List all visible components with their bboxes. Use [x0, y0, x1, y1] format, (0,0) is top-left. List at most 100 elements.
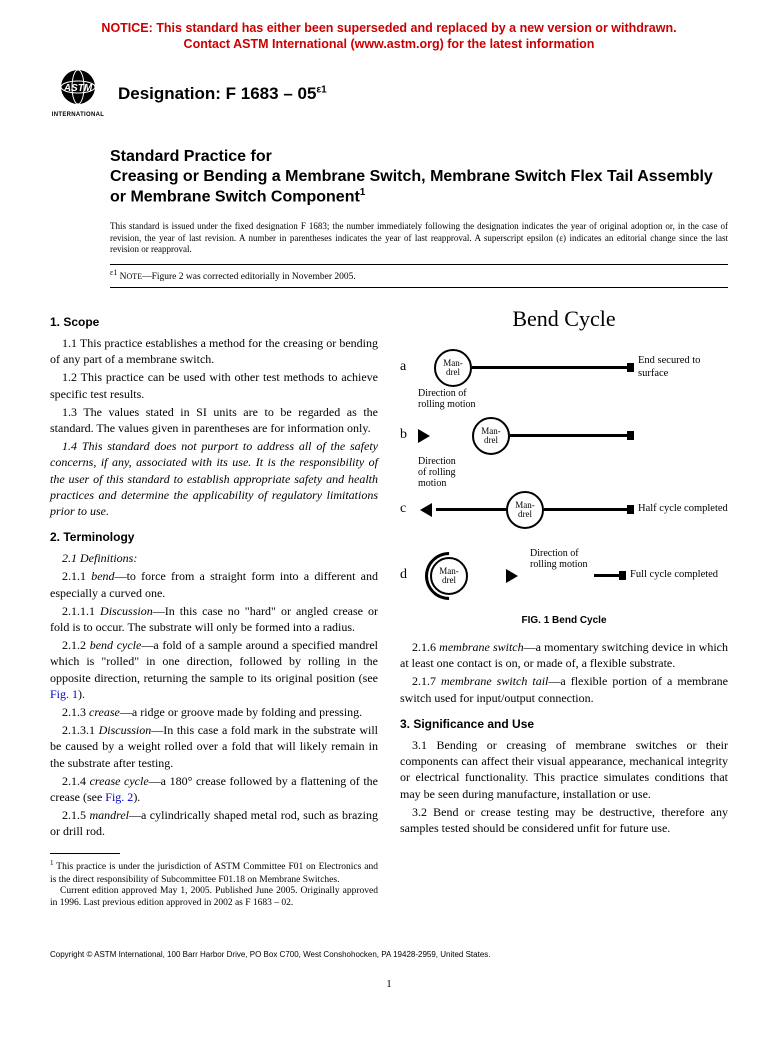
def-crease-disc: 2.1.3.1 Discussion—In this case a fold m…	[50, 722, 378, 771]
d11-num: 2.1.1.1	[62, 604, 100, 618]
designation-sup: ε1	[316, 84, 326, 95]
d3-term: crease	[89, 705, 120, 719]
diagram-row-a: a Man-drel End secured to surface	[400, 344, 728, 392]
terminology-head: 2. Terminology	[50, 529, 378, 545]
row-a-caption: End secured to surface	[638, 355, 728, 380]
figure-caption: FIG. 1 Bend Cycle	[400, 614, 728, 628]
def-bend-disc: 2.1.1.1 Discussion—In this case no "hard…	[50, 603, 378, 635]
arrow-left-icon	[418, 503, 432, 517]
def-creasecycle: 2.1.4 crease cycle—a 180° crease followe…	[50, 773, 378, 805]
issued-block: This standard is issued under the fixed …	[110, 221, 728, 256]
copyright-line: Copyright © ASTM International, 100 Barr…	[50, 950, 728, 961]
d4-figref[interactable]: Fig. 2	[105, 790, 133, 804]
row-c-dir-label: Directionof rollingmotion	[418, 456, 456, 489]
diagram-row-d: d Man-drel Direction ofrolling motion Fu…	[400, 552, 728, 600]
d31-num: 2.1.3.1	[62, 723, 99, 737]
title-line1: Standard Practice for	[110, 147, 728, 167]
editorial-note: ε1 NOTE—Figure 2 was corrected editorial…	[110, 264, 728, 288]
d3-text: —a ridge or groove made by folding and p…	[120, 705, 362, 719]
d11-term: Discussion	[100, 604, 153, 618]
footnote-2: Current edition approved May 1, 2005. Pu…	[50, 886, 378, 910]
notice-line1: NOTICE: This standard has either been su…	[101, 21, 676, 35]
mandrel-icon: Man-drel	[434, 349, 472, 387]
scope-p2: 1.2 This practice can be used with other…	[50, 369, 378, 401]
definitions-head: 2.1 Definitions:	[50, 550, 378, 566]
row-d-dir-label: Direction ofrolling motion	[530, 548, 588, 570]
def-bendcycle: 2.1.2 bend cycle—a fold of a sample arou…	[50, 637, 378, 702]
scope-head: 1. Scope	[50, 314, 378, 330]
strip-c-left	[436, 508, 506, 511]
strip-d	[594, 574, 624, 577]
d6-num: 2.1.6	[412, 640, 439, 654]
row-c-caption: Half cycle completed	[638, 503, 728, 516]
arrow-right-icon	[418, 429, 432, 443]
svg-text:ASTM: ASTM	[63, 83, 93, 94]
def-mandrel: 2.1.5 mandrel—a cylindrically shaped met…	[50, 807, 378, 839]
d2-text-b: ).	[78, 687, 85, 701]
d1-num: 2.1.1	[62, 569, 91, 583]
d4-text-b: ).	[133, 790, 140, 804]
right-column: Bend Cycle a Man-drel End secured to sur…	[400, 304, 728, 910]
d6-term: membrane switch	[439, 640, 523, 654]
def-membranetail: 2.1.7 membrane switch tail—a flexible po…	[400, 673, 728, 705]
d4-num: 2.1.4	[62, 774, 90, 788]
row-a-label: a	[400, 358, 416, 377]
scope-p3: 1.3 The values stated in SI units are to…	[50, 404, 378, 436]
d5-num: 2.1.5	[62, 808, 89, 822]
title-main: Creasing or Bending a Membrane Switch, M…	[110, 168, 713, 205]
row-c-label: c	[400, 500, 416, 519]
d7-term: membrane switch tail	[441, 674, 548, 688]
significance-head: 3. Significance and Use	[400, 716, 728, 732]
astm-logo: ASTM INTERNATIONAL	[50, 67, 106, 123]
d4-term: crease cycle	[90, 774, 149, 788]
def-crease: 2.1.3 crease—a ridge or groove made by f…	[50, 704, 378, 720]
row-d-caption: Full cycle completed	[630, 569, 720, 582]
title-sup: 1	[360, 187, 366, 198]
title-line2: Creasing or Bending a Membrane Switch, M…	[110, 167, 728, 207]
d2-term: bend cycle	[90, 638, 142, 652]
strip-b	[510, 434, 632, 437]
mandrel-icon: Man-drel	[472, 417, 510, 455]
sig-p2: 3.2 Bend or crease testing may be destru…	[400, 804, 728, 836]
diagram-row-b: Direction ofrolling motion b Man-drel	[400, 412, 728, 460]
mandrel-icon: Man-drel	[430, 557, 468, 595]
d3-num: 2.1.3	[62, 705, 89, 719]
sig-p1: 3.1 Bending or creasing of membrane swit…	[400, 737, 728, 802]
def-bend: 2.1.1 bend—to force from a straight form…	[50, 568, 378, 600]
footnote-text1: This practice is under the jurisdiction …	[50, 863, 378, 885]
editorial-label: NOTE	[120, 272, 142, 282]
two-column-body: 1. Scope 1.1 This practice establishes a…	[50, 304, 728, 910]
row-b-dir-label: Direction ofrolling motion	[418, 388, 476, 410]
footnote-text2: Current edition approved May 1, 2005. Pu…	[50, 886, 378, 908]
diagram-row-c: Directionof rollingmotion c Man-drel Hal…	[400, 486, 728, 534]
editorial-text: —Figure 2 was corrected editorially in N…	[142, 272, 356, 282]
strip-c	[544, 508, 632, 511]
scope-p1: 1.1 This practice establishes a method f…	[50, 335, 378, 367]
bend-cycle-diagram: a Man-drel End secured to surface Direct…	[400, 344, 728, 600]
scope-p4: 1.4 This standard does not purport to ad…	[50, 438, 378, 519]
d2-figref[interactable]: Fig. 1	[50, 687, 78, 701]
d7-num: 2.1.7	[412, 674, 441, 688]
figure-title: Bend Cycle	[400, 304, 728, 334]
row-d-label: d	[400, 566, 416, 585]
strip-a	[472, 366, 632, 369]
def-membraneswitch: 2.1.6 membrane switch—a momentary switch…	[400, 639, 728, 671]
left-column: 1. Scope 1.1 This practice establishes a…	[50, 304, 378, 910]
d1-term: bend	[91, 569, 114, 583]
d5-term: mandrel	[89, 808, 129, 822]
notice-line2: Contact ASTM International (www.astm.org…	[184, 37, 595, 51]
d31-term: Discussion	[99, 723, 152, 737]
supersede-notice: NOTICE: This standard has either been su…	[50, 20, 728, 53]
title-block: Standard Practice for Creasing or Bendin…	[110, 147, 728, 207]
footnote-rule	[50, 853, 120, 854]
logo-subtext: INTERNATIONAL	[52, 111, 104, 119]
row-b-label: b	[400, 426, 416, 445]
footnote-1: 1 This practice is under the jurisdictio…	[50, 859, 378, 886]
editorial-prefix: ε1	[110, 268, 117, 277]
page-number: 1	[50, 977, 728, 992]
mandrel-loop: Man-drel	[430, 557, 468, 595]
designation-label: Designation: F 1683 – 05	[118, 84, 316, 103]
mandrel-icon: Man-drel	[506, 491, 544, 529]
header-row: ASTM INTERNATIONAL Designation: F 1683 –…	[50, 67, 728, 123]
designation: Designation: F 1683 – 05ε1	[118, 83, 327, 106]
